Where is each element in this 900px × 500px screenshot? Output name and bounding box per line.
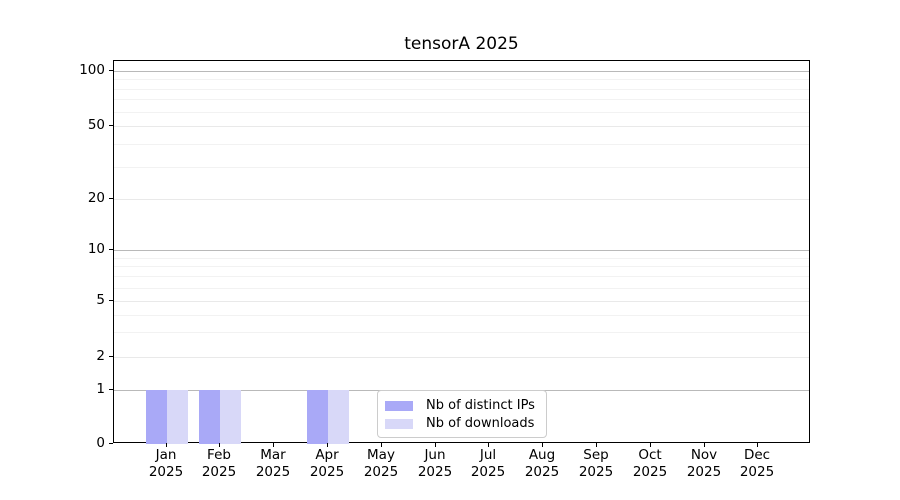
bar-downloads: [328, 390, 349, 444]
x-tick-label: Apr 2025: [309, 447, 345, 480]
y-tick-label: 50: [87, 117, 105, 133]
x-tick-mark: [381, 443, 382, 447]
bar-downloads: [167, 390, 188, 444]
y-tick-label: 5: [96, 292, 105, 308]
y-tick-mark: [109, 300, 113, 301]
y-tick-mark: [109, 389, 113, 390]
x-tick-label: Aug 2025: [524, 447, 560, 480]
y-tick-label: 100: [79, 62, 105, 78]
major-gridline-power10: [114, 71, 809, 72]
x-tick-mark: [542, 443, 543, 447]
minor-gridline: [114, 79, 809, 80]
y-tick-mark: [109, 70, 113, 71]
major-gridline: [114, 199, 809, 200]
x-tick-label: Jun 2025: [417, 447, 453, 480]
x-tick-mark: [704, 443, 705, 447]
y-tick-mark: [109, 125, 113, 126]
minor-gridline: [114, 288, 809, 289]
x-tick-mark: [273, 443, 274, 447]
y-tick-mark: [109, 356, 113, 357]
x-tick-mark: [650, 443, 651, 447]
minor-gridline: [114, 89, 809, 90]
minor-gridline: [114, 112, 809, 113]
y-tick-label: 10: [87, 241, 105, 257]
x-tick-mark: [488, 443, 489, 447]
major-gridline: [114, 301, 809, 302]
major-gridline: [114, 357, 809, 358]
x-tick-mark: [596, 443, 597, 447]
legend-item-downloads: Nb of downloads: [385, 415, 538, 432]
legend-swatch-distinct-ips: [385, 400, 413, 411]
y-tick-mark: [109, 443, 113, 444]
y-tick-label: 0: [96, 435, 105, 451]
x-tick-label: Jan 2025: [148, 447, 184, 480]
legend-swatch-downloads: [385, 418, 413, 429]
y-tick-label: 1: [96, 381, 105, 397]
x-tick-mark: [219, 443, 220, 447]
legend-label: Nb of downloads: [426, 416, 535, 431]
x-tick-label: Oct 2025: [632, 447, 668, 480]
minor-gridline: [114, 99, 809, 100]
minor-gridline: [114, 332, 809, 333]
bar-distinct-ips: [307, 390, 328, 444]
minor-gridline: [114, 276, 809, 277]
legend: Nb of distinct IPs Nb of downloads: [377, 390, 547, 438]
x-tick-label: May 2025: [363, 447, 399, 480]
plot-area: [113, 60, 810, 444]
minor-gridline: [114, 167, 809, 168]
legend-label: Nb of distinct IPs: [426, 398, 535, 413]
x-tick-mark: [166, 443, 167, 447]
x-tick-label: Nov 2025: [686, 447, 722, 480]
x-tick-mark: [757, 443, 758, 447]
minor-gridline: [114, 315, 809, 316]
y-tick-label: 2: [96, 348, 105, 364]
minor-gridline: [114, 258, 809, 259]
minor-gridline: [114, 144, 809, 145]
bar-distinct-ips: [146, 390, 167, 444]
bar-downloads: [220, 390, 241, 444]
x-tick-label: Sep 2025: [578, 447, 614, 480]
x-tick-mark: [327, 443, 328, 447]
x-tick-label: Feb 2025: [201, 447, 237, 480]
bar-distinct-ips: [199, 390, 220, 444]
x-tick-label: Mar 2025: [255, 447, 291, 480]
minor-gridline: [114, 266, 809, 267]
y-tick-label: 20: [87, 190, 105, 206]
y-tick-mark: [109, 249, 113, 250]
major-gridline: [114, 126, 809, 127]
x-tick-mark: [435, 443, 436, 447]
legend-item-distinct-ips: Nb of distinct IPs: [385, 397, 538, 414]
x-tick-label: Dec 2025: [739, 447, 775, 480]
chart-title: tensorA 2025: [404, 34, 519, 54]
major-gridline-power10: [114, 250, 809, 251]
y-tick-mark: [109, 198, 113, 199]
x-tick-label: Jul 2025: [470, 447, 506, 480]
